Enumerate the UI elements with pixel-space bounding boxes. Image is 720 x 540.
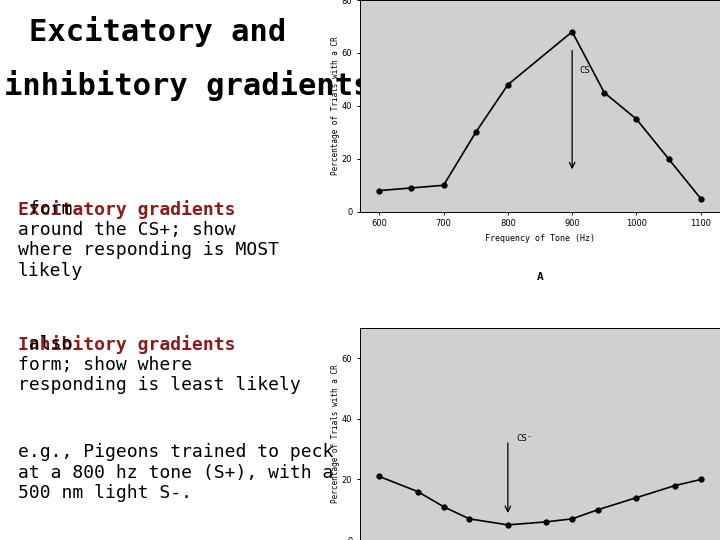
Text: also
form; show where
responding is least likely: also form; show where responding is leas… [18, 335, 301, 394]
Text: Inhibitory gradients: Inhibitory gradients [18, 335, 235, 354]
Y-axis label: Percentage of Trials with a CR: Percentage of Trials with a CR [331, 364, 341, 503]
X-axis label: Frequency of Tone (Hz): Frequency of Tone (Hz) [485, 234, 595, 243]
Y-axis label: Percentage of Trials with a CR: Percentage of Trials with a CR [331, 37, 341, 176]
Text: CS: CS [580, 66, 590, 75]
Text: CS⁻: CS⁻ [517, 434, 533, 443]
Text: inhibitory gradients: inhibitory gradients [4, 70, 371, 101]
Text: Excitatory gradients: Excitatory gradients [18, 200, 235, 219]
Text: form
around the CS+; show
where responding is MOST
likely: form around the CS+; show where respondi… [18, 200, 279, 280]
Text: Excitatory and: Excitatory and [29, 16, 286, 47]
Text: e.g., Pigeons trained to peck
at a 800 hz tone (S+), with a
500 nm light S-.: e.g., Pigeons trained to peck at a 800 h… [18, 443, 333, 502]
Text: A: A [536, 272, 544, 281]
